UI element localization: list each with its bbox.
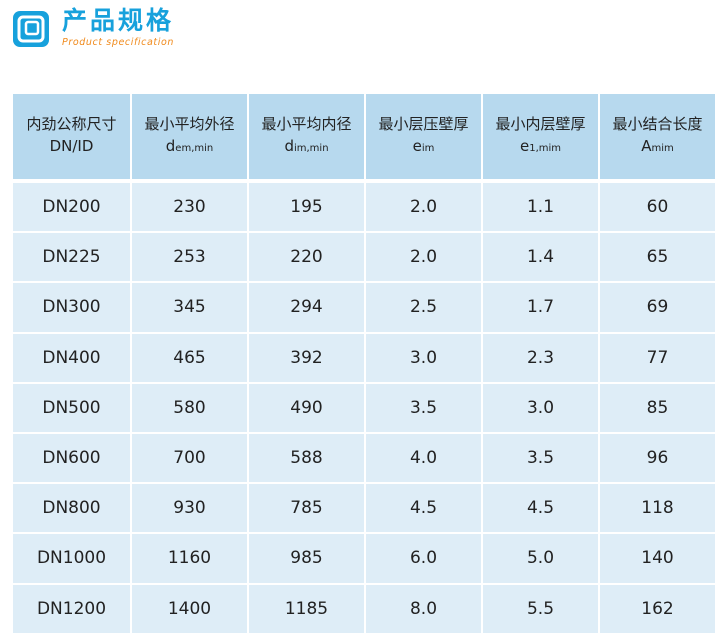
table-cell: 6.0 xyxy=(364,534,481,585)
table-cell: 3.0 xyxy=(364,333,481,384)
spec-table: 内劲公称尺寸 DN/ID 最小平均外径 dem,min 最小平均内径 dim,m… xyxy=(13,94,716,635)
table-cell: 490 xyxy=(247,383,364,434)
table-cell: 4.0 xyxy=(364,433,481,485)
table-row: DN225 253 220 2.0 1.4 65 xyxy=(13,233,716,284)
table-cell: 294 xyxy=(247,283,364,334)
table-cell: DN800 xyxy=(13,484,130,535)
table-cell: 4.5 xyxy=(364,484,481,535)
table-cell: 3.5 xyxy=(364,383,481,434)
table-cell: 1400 xyxy=(130,584,247,635)
table-cell: DN600 xyxy=(13,433,130,485)
table-cell: DN300 xyxy=(13,283,130,334)
table-cell: 220 xyxy=(247,233,364,284)
table-cell: 253 xyxy=(130,233,247,284)
table-cell: 85 xyxy=(598,383,715,434)
table-cell: 195 xyxy=(247,183,364,234)
table-cell: 1160 xyxy=(130,534,247,585)
table-cell: 785 xyxy=(247,484,364,535)
table-cell: 700 xyxy=(130,433,247,485)
header-cell: 最小内层壁厚 e1,mim xyxy=(481,94,598,179)
table-cell: 930 xyxy=(130,484,247,535)
table-row: DN800 930 785 4.5 4.5 118 xyxy=(13,484,716,535)
table-cell: 1185 xyxy=(247,584,364,635)
table-body: DN200 230 195 2.0 1.1 60 DN225 253 220 2.0 1.4 65 DN… xyxy=(13,183,716,635)
table-cell: 162 xyxy=(598,584,715,635)
table-header-row: 内劲公称尺寸 DN/ID 最小平均外径 dem,min 最小平均内径 dim,m… xyxy=(13,94,716,179)
header-cell: 最小层压壁厚 eim xyxy=(364,94,481,179)
table-row: DN200 230 195 2.0 1.1 60 xyxy=(13,183,716,234)
table-cell: DN225 xyxy=(13,233,130,284)
table-cell: 2.5 xyxy=(364,283,481,334)
table-row: DN500 580 490 3.5 3.0 85 xyxy=(13,383,716,434)
table-cell: 5.0 xyxy=(481,534,598,585)
table-cell: 1.1 xyxy=(481,183,598,234)
table-cell: 1.4 xyxy=(481,233,598,284)
table-cell: 392 xyxy=(247,333,364,384)
table-cell: 985 xyxy=(247,534,364,585)
header-cell: 内劲公称尺寸 DN/ID xyxy=(13,94,130,179)
table-cell: DN1200 xyxy=(13,584,130,635)
table-cell: 140 xyxy=(598,534,715,585)
table-cell: 588 xyxy=(247,433,364,485)
table-row: DN1000 1160 985 6.0 5.0 140 xyxy=(13,534,716,585)
table-cell: 3.0 xyxy=(481,383,598,434)
table-cell: 118 xyxy=(598,484,715,535)
table-cell: 2.3 xyxy=(481,333,598,384)
table-cell: 2.0 xyxy=(364,183,481,234)
table-cell: DN1000 xyxy=(13,534,130,585)
header-cell: 最小结合长度 Amim xyxy=(598,94,715,179)
table-cell: DN500 xyxy=(13,383,130,434)
table-cell: 4.5 xyxy=(481,484,598,535)
table-cell: 580 xyxy=(130,383,247,434)
table-row: DN1200 1400 1185 8.0 5.5 162 xyxy=(13,584,716,635)
table-cell: DN200 xyxy=(13,183,130,234)
table-row: DN300 345 294 2.5 1.7 69 xyxy=(13,283,716,334)
header-cell: 最小平均外径 dem,min xyxy=(130,94,247,179)
table-cell: 1.7 xyxy=(481,283,598,334)
table-cell: DN400 xyxy=(13,333,130,384)
table-row: DN400 465 392 3.0 2.3 77 xyxy=(13,333,716,384)
table-cell: 60 xyxy=(598,183,715,234)
table-cell: 230 xyxy=(130,183,247,234)
brand-header: 产品规格 Product specification xyxy=(0,0,720,60)
table-cell: 77 xyxy=(598,333,715,384)
table-cell: 345 xyxy=(130,283,247,334)
table-cell: 8.0 xyxy=(364,584,481,635)
square-frame-icon xyxy=(13,11,49,47)
page-title: 产品规格 xyxy=(62,6,175,35)
table-cell: 5.5 xyxy=(481,584,598,635)
table-cell: 3.5 xyxy=(481,433,598,485)
table-cell: 465 xyxy=(130,333,247,384)
table-cell: 69 xyxy=(598,283,715,334)
header-cell: 最小平均内径 dim,min xyxy=(247,94,364,179)
table-cell: 2.0 xyxy=(364,233,481,284)
page-subtitle: Product specification xyxy=(62,37,174,48)
table-cell: 65 xyxy=(598,233,715,284)
table-cell: 96 xyxy=(598,433,715,485)
table-row: DN600 700 588 4.0 3.5 96 xyxy=(13,433,716,485)
